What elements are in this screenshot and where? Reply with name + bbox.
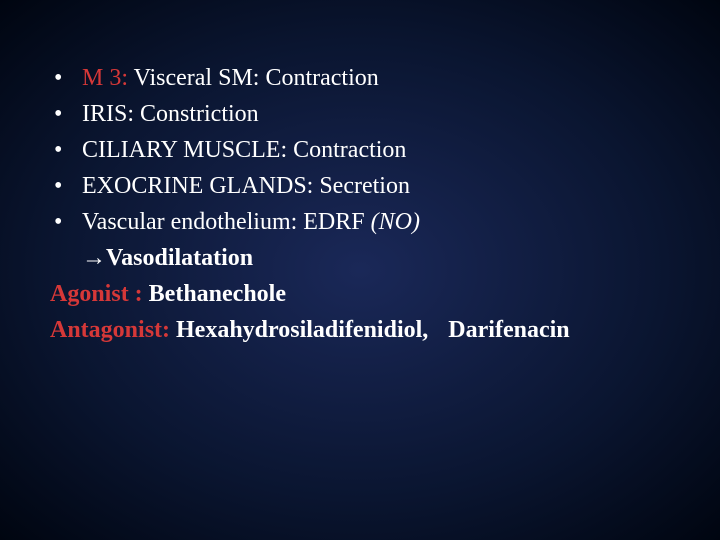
bullet-text: CILIARY MUSCLE: Contraction [82,132,670,168]
bullet-item-2: • IRIS: Constriction [50,96,670,132]
bullet-prefix-red: M 3: [82,65,134,91]
antagonist-label: Antagonist: [50,317,176,343]
bullet-marker: • [50,204,82,240]
bullet-text: M 3: Visceral SM: Contraction [82,60,670,96]
bullet-item-3: • CILIARY MUSCLE: Contraction [50,132,670,168]
antagonist-value1: Hexahydrosiladifenidiol, [176,317,428,343]
bullet-marker: • [50,60,82,96]
continuation-line: →Vasodilatation [50,240,670,276]
arrow-icon: → [82,244,106,271]
bullet-rest: EXOCRINE GLANDS: Secretion [82,173,410,199]
bullet-italic: (NO) [371,209,420,235]
bullet-marker: • [50,132,82,168]
antagonist-line: Antagonist: Hexahydrosiladifenidiol, Dari… [50,312,670,348]
antagonist-value2: Darifenacin [448,317,569,343]
bullet-text: Vascular endothelium: EDRF (NO) [82,204,670,240]
bullet-text: IRIS: Constriction [82,96,670,132]
bullet-marker: • [50,96,82,132]
bullet-item-5: • Vascular endothelium: EDRF (NO) [50,204,670,240]
agonist-line: Agonist : Bethanechole [50,276,670,312]
bullet-item-4: • EXOCRINE GLANDS: Secretion [50,168,670,204]
bullet-item-1: • M 3: Visceral SM: Contraction [50,60,670,96]
bullet-marker: • [50,168,82,204]
continuation-text: Vasodilatation [106,245,253,271]
bullet-rest: IRIS: Constriction [82,101,259,127]
agonist-label: Agonist : [50,281,149,307]
bullet-rest: Visceral SM: Contraction [134,65,379,91]
agonist-value: Bethanechole [149,281,286,307]
bullet-text: EXOCRINE GLANDS: Secretion [82,168,670,204]
bullet-rest: CILIARY MUSCLE: Contraction [82,137,406,163]
slide-content: • M 3: Visceral SM: Contraction • IRIS: … [50,60,670,348]
bullet-rest: Vascular endothelium: EDRF [82,209,371,235]
